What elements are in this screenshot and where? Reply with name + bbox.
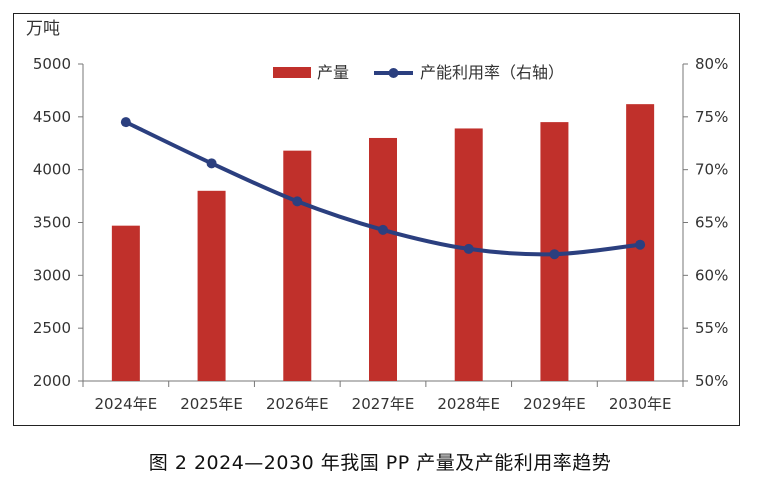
chart-frame <box>13 13 740 426</box>
line-point <box>635 239 646 250</box>
bar <box>111 225 140 381</box>
right-tick-label: 50% <box>695 372 728 390</box>
line-point <box>206 158 217 169</box>
y-axis-label: 万吨 <box>26 19 60 39</box>
bar <box>197 190 226 381</box>
figure-caption: 图 2 2024—2030 年我国 PP 产量及产能利用率趋势 <box>148 452 612 474</box>
left-tick-label: 5000 <box>33 55 71 73</box>
x-tick-label: 2028年E <box>437 395 500 413</box>
left-tick-label: 3500 <box>33 214 71 232</box>
right-tick-label: 55% <box>695 319 728 337</box>
legend-bar-swatch <box>273 67 311 78</box>
chart-svg: 2000 2500 3000 3500 4000 4500 5000 50% 55% 60% 65%… <box>26 19 728 413</box>
legend-line-label: 产能利用率（右轴） <box>420 63 564 82</box>
line-point <box>463 243 474 254</box>
left-tick-label: 2500 <box>33 319 71 337</box>
legend-line-marker <box>388 68 399 78</box>
x-tick-label: 2024年E <box>95 395 158 413</box>
right-tick-label: 80% <box>695 55 728 73</box>
right-tick-label: 65% <box>695 214 728 232</box>
bar <box>283 150 312 381</box>
line-point <box>120 117 131 128</box>
left-tick-label: 3000 <box>33 266 71 284</box>
bar <box>369 137 397 381</box>
left-tick-label: 4000 <box>33 161 71 179</box>
left-tick-label: 4500 <box>33 108 71 126</box>
right-tick-label: 60% <box>695 266 728 284</box>
legend-bar-label: 产量 <box>317 63 349 82</box>
line-point <box>549 249 560 260</box>
line-point <box>378 224 388 235</box>
bar <box>454 128 483 381</box>
x-tick-label: 2026年E <box>266 395 329 413</box>
left-tick-label: 2000 <box>33 372 71 390</box>
x-tick-label: 2029年E <box>523 395 586 413</box>
x-tick-label: 2030年E <box>609 395 672 413</box>
x-tick-label: 2025年E <box>180 395 243 413</box>
right-tick-label: 75% <box>695 108 728 126</box>
x-tick-label: 2027年E <box>352 395 415 413</box>
line-point <box>292 196 303 207</box>
right-tick-label: 70% <box>695 161 728 179</box>
